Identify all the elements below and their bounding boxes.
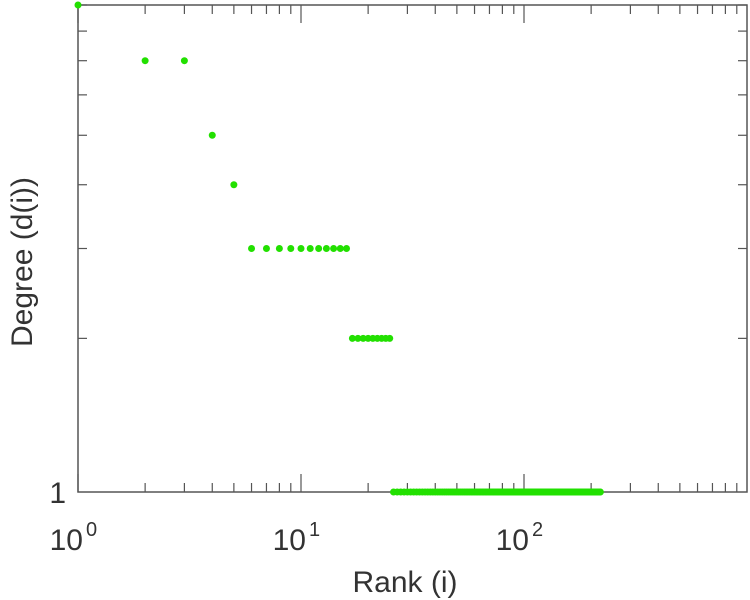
plot-area [77,4,748,493]
x-tick-label-base: 10 [273,524,306,557]
data-point [74,1,82,9]
data-point [343,245,351,252]
data-point [180,57,188,65]
data-point [208,131,216,139]
y-tick-labels: 1 [49,477,66,510]
x-tick-label-base: 10 [496,524,529,557]
y-tick-label: 1 [49,477,66,510]
data-point [596,488,604,496]
data-point [141,57,149,65]
data-point [348,334,356,342]
x-tick-label: 10 0 [50,519,98,557]
x-tick-labels: 10 0 10 1 10 2 [50,519,544,557]
x-axis-label: Rank (i) [352,566,457,599]
x-tick-label: 10 2 [496,519,544,557]
data-point [322,245,330,252]
data-point [336,245,344,252]
x-tick-label-exponent: 2 [532,519,543,541]
data-point [287,245,295,252]
data-point [297,245,305,252]
data-points [74,1,604,496]
x-tick-label-base: 10 [50,524,83,557]
data-point [248,245,256,252]
data-point [330,245,338,252]
data-point [230,181,238,189]
data-point [359,334,367,342]
y-axis-label: Degree (d(i)) [6,177,39,347]
data-point [306,245,314,252]
data-point [354,334,362,342]
x-tick-label-exponent: 0 [86,519,97,541]
data-point [262,245,270,252]
data-point [386,334,394,342]
data-point [275,245,283,252]
x-tick-label: 10 1 [273,519,321,557]
x-axis-ticks [77,5,738,492]
data-point [315,245,323,252]
y-axis-ticks [78,4,747,339]
x-tick-label-exponent: 1 [309,519,320,541]
